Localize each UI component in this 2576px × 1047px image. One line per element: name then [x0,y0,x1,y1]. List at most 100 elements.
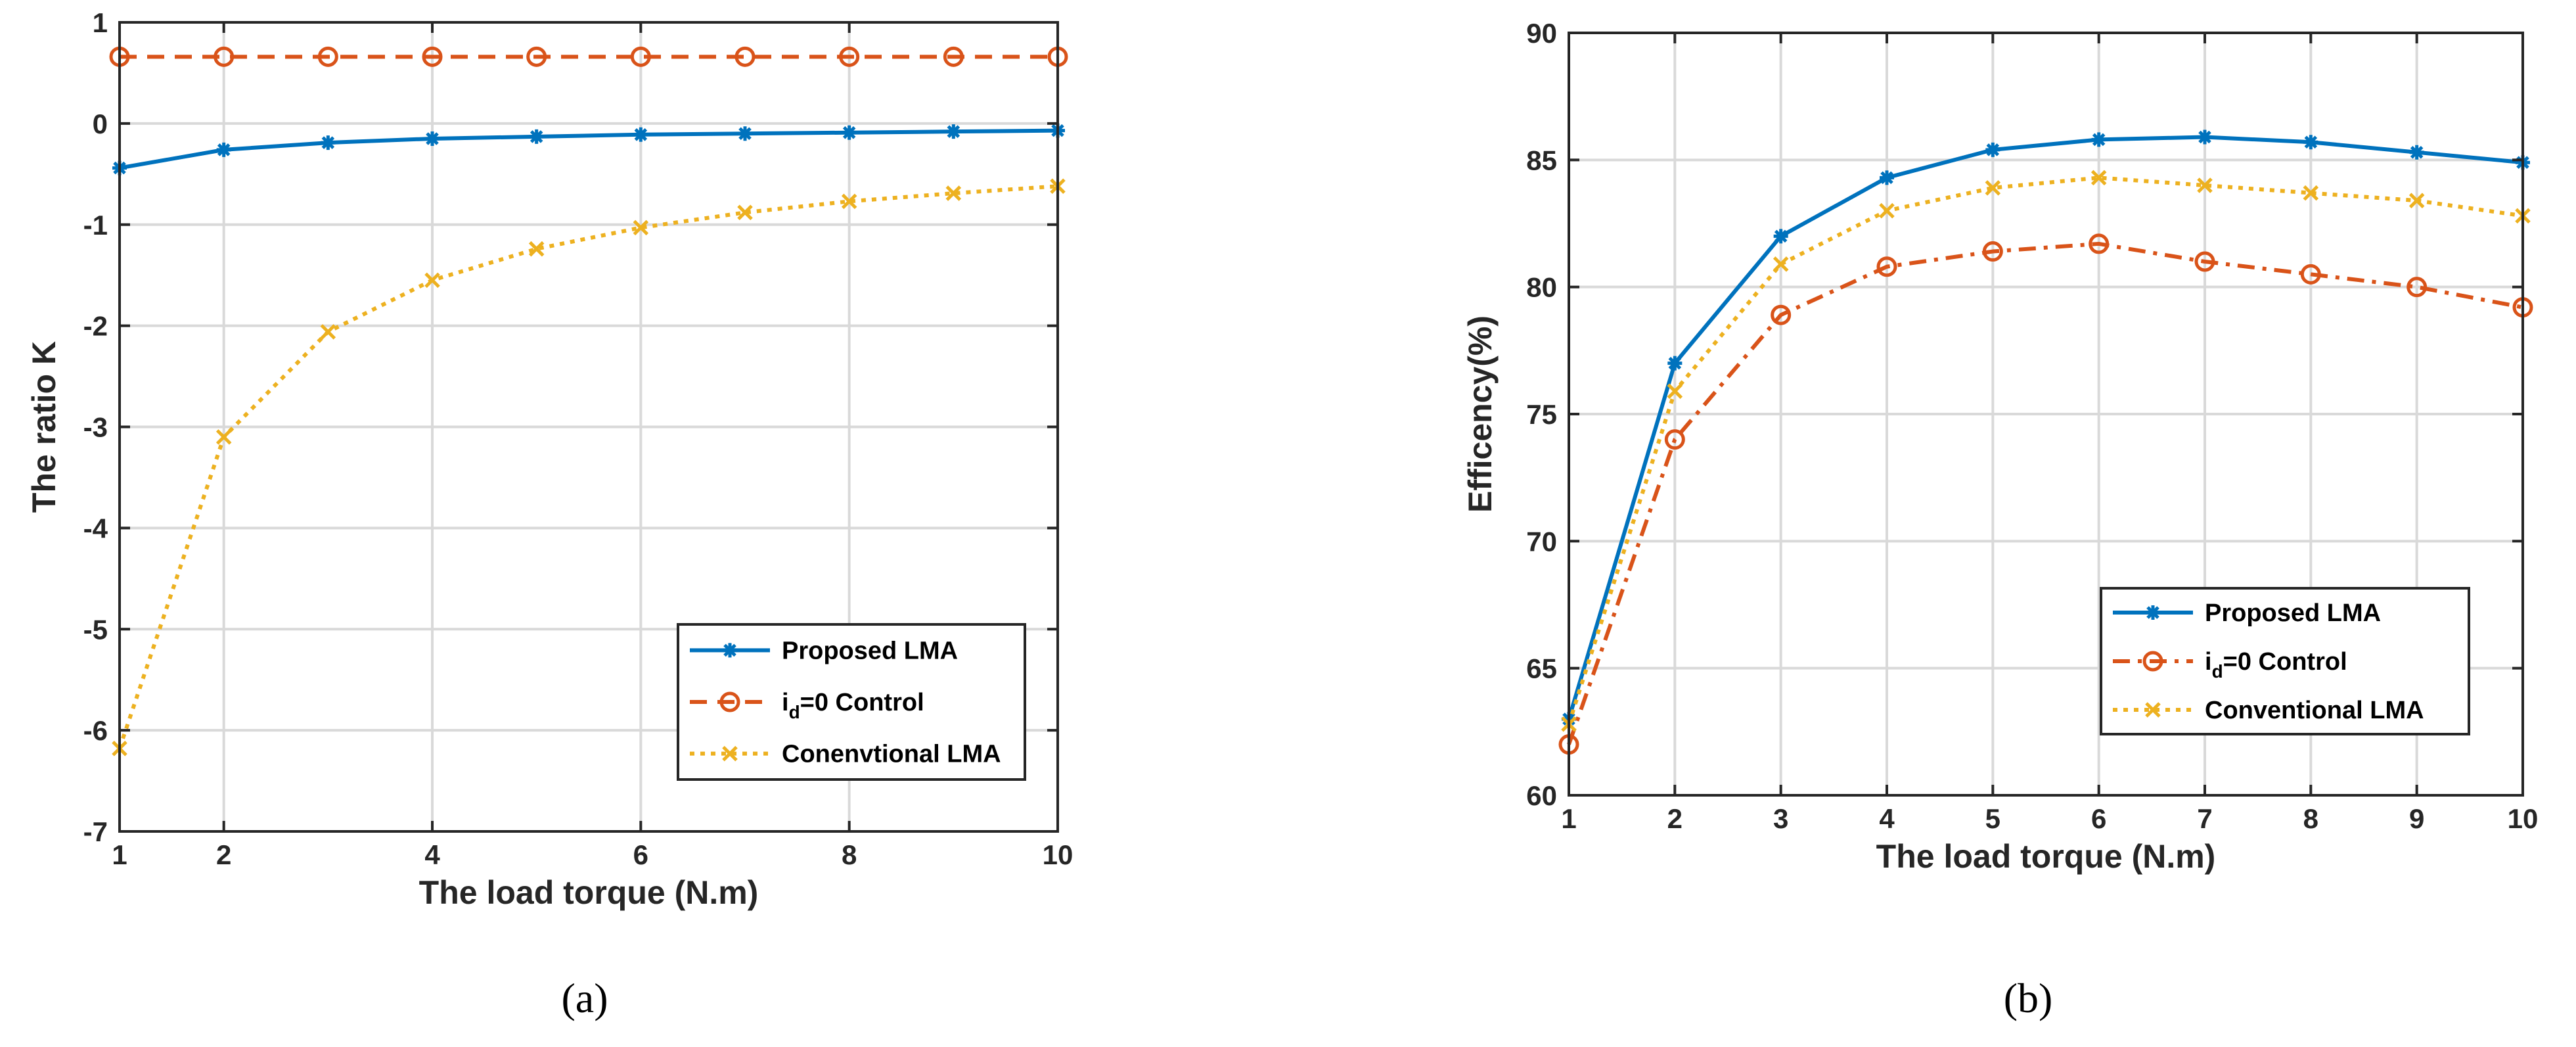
y-tick-label: 70 [1526,526,1557,557]
data-point [529,129,544,144]
series-line [119,128,1058,170]
x-axis-label: The load torque (N.m) [1876,838,2216,875]
data-point [1667,356,1683,371]
legend-swatch-marker [719,691,740,712]
legend: Proposed LMA id=0 Control Conenvtional LMA [677,623,1026,781]
y-tick-label: 75 [1526,399,1557,430]
data-point [945,185,962,201]
data-point [841,193,857,210]
series-line [118,184,1058,749]
legend-label-rest: =0 Control [2223,648,2347,676]
legend-label-main: Conenvtional LMA [782,741,1001,768]
data-point [317,46,338,67]
x-tick-label: 4 [424,839,440,870]
legend-label-sub: d [789,702,800,722]
y-tick-label: 60 [1526,780,1557,811]
data-point [1880,170,1894,185]
data-point [2408,193,2425,208]
data-point [2409,145,2424,160]
ticks: 1 2 4 6 8 10 -7 -6 -5 -4 -3 -2 -1 0 1 [83,7,1073,870]
y-tick-label: 65 [1526,653,1557,684]
x-tick-label: 1 [1561,803,1576,834]
series-1 [112,123,1065,175]
data-point [216,142,231,157]
y-tick-label: 90 [1526,18,1557,49]
y-tick-label: -5 [83,614,108,645]
data-point [1982,241,2003,262]
x-tick-label: 8 [842,839,857,870]
x-tick-label: 6 [633,839,648,870]
data-point [1667,383,1683,399]
x-tick-label: 2 [1667,803,1683,834]
data-point [422,46,443,67]
y-tick-label: -4 [83,513,108,544]
series-line [1567,135,2523,720]
x-tick-label: 3 [1773,803,1788,834]
legend-label: id=0 Control [2205,648,2347,682]
legend-item: id=0 Control [690,689,924,722]
legend-swatch-marker [723,643,737,658]
data-point [321,135,336,151]
ticks: 1 2 3 4 5 6 7 8 9 10 60 65 70 75 80 85 90 [1526,18,2538,834]
data-point [633,127,648,142]
legend-swatch-marker [2145,702,2161,718]
x-tick-label: 1 [112,839,127,870]
data-point [2091,132,2106,147]
x-tick-label: 7 [2197,803,2212,834]
legend-item: Conenvtional LMA [690,741,1001,768]
x-tick-label: 4 [1879,803,1895,834]
data-point [1879,202,1895,219]
data-point [842,125,857,140]
data-point [1773,229,1788,244]
legend-label-sub: d [2212,661,2223,682]
data-point [2407,277,2428,298]
data-point [1985,180,2001,196]
legend-swatch-marker [2142,651,2163,672]
data-point [320,324,336,340]
y-tick-label: -7 [83,816,108,847]
x-tick-label: 8 [2303,803,2318,834]
series-line [1567,241,2523,745]
x-tick-label: 10 [2508,803,2539,834]
data-point [630,46,651,67]
grid [120,22,1058,831]
legend-label: Proposed LMA [2205,599,2381,627]
x-axis-label: The load torque (N.m) [419,874,759,911]
legend-label-rest: =0 Control [800,689,924,716]
y-tick-label: 1 [93,7,108,38]
legend-label-main: Proposed LMA [2205,599,2381,627]
legend-label: Conenvtional LMA [782,741,1001,768]
data-point [528,241,545,257]
legend-item: Proposed LMA [2113,599,2381,627]
data-point [1771,304,1792,325]
y-tick-label: 0 [93,108,108,139]
chart-a: 1 2 4 6 8 10 -7 -6 -5 -4 -3 -2 -1 0 1 The load torque (… [26,7,1073,1021]
x-tick-label: 6 [2091,803,2106,834]
y-tick-label: 80 [1526,272,1557,303]
legend-item: Conventional LMA [2113,697,2424,724]
data-point [2089,233,2110,254]
x-tick-label: 10 [1043,839,1073,870]
legend-label: Conventional LMA [2205,697,2424,724]
y-axis-label: Efficency(%) [1462,315,1499,513]
x-tick-label: 5 [1985,803,2000,834]
data-point [214,46,235,67]
data-point [215,429,232,445]
data-point [1985,142,2000,157]
panel-caption: (b) [2004,975,2053,1021]
legend-item: Proposed LMA [690,637,958,664]
legend-label-main: i [782,689,789,716]
y-tick-label: -2 [83,311,108,342]
data-point [2300,264,2321,285]
data-point [425,131,440,146]
data-point [1876,256,1897,277]
data-point [2303,185,2319,201]
data-point [2303,135,2318,150]
data-point [737,204,753,221]
y-tick-label: -6 [83,715,108,746]
chart-b: 1 2 3 4 5 6 7 8 9 10 60 65 70 75 80 85 90 The load torque… [1462,18,2538,1021]
data-point [738,126,752,141]
series-line [1567,175,2523,725]
data-point [2198,129,2212,145]
